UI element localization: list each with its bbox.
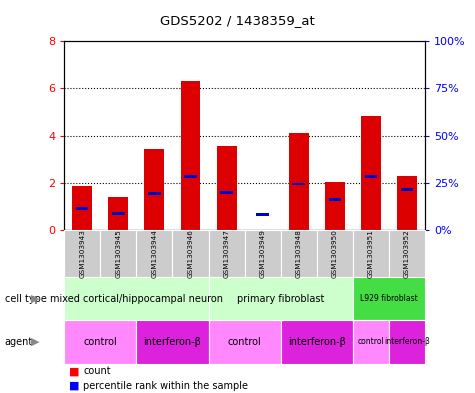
Text: control: control [358,338,384,346]
Text: control: control [83,337,117,347]
Text: GDS5202 / 1438359_at: GDS5202 / 1438359_at [160,14,315,27]
Text: GSM1303945: GSM1303945 [115,229,121,278]
Text: GSM1303946: GSM1303946 [188,229,193,278]
Text: GSM1303951: GSM1303951 [368,229,374,278]
Text: agent: agent [5,337,33,347]
Text: ▶: ▶ [31,294,40,304]
Bar [144,149,164,230]
Text: count: count [83,366,111,376]
Text: GSM1303944: GSM1303944 [152,229,157,278]
Text: GSM1303949: GSM1303949 [260,229,266,278]
Text: primary fibroblast: primary fibroblast [237,294,324,304]
Text: ▶: ▶ [31,337,40,347]
Bar [112,212,124,215]
Bar [365,175,377,178]
Text: ■: ■ [69,381,79,391]
Text: interferon-β: interferon-β [143,337,201,347]
Text: ■: ■ [69,366,79,376]
Text: mixed cortical/hippocampal neuron: mixed cortical/hippocampal neuron [50,294,223,304]
Text: L929 fibroblast: L929 fibroblast [360,294,418,303]
Bar [289,133,309,230]
Bar [76,207,88,210]
Bar [108,197,128,230]
Bar [401,188,413,191]
Text: interferon-β: interferon-β [288,337,346,347]
Bar [180,81,200,230]
Bar [217,146,237,230]
Text: cell type: cell type [5,294,47,304]
Bar [293,182,305,185]
Bar [72,186,92,230]
Text: GSM1303943: GSM1303943 [79,229,85,278]
Bar [361,116,381,230]
Bar [184,175,197,178]
Bar [256,213,269,216]
Bar [329,198,341,201]
Bar [397,176,417,230]
Text: GSM1303948: GSM1303948 [296,229,302,278]
Text: control: control [228,337,262,347]
Bar [148,192,161,195]
Text: GSM1303952: GSM1303952 [404,229,410,278]
Text: percentile rank within the sample: percentile rank within the sample [83,381,248,391]
Text: GSM1303947: GSM1303947 [224,229,229,278]
Bar [220,191,233,194]
Bar [325,182,345,230]
Text: GSM1303950: GSM1303950 [332,229,338,278]
Text: interferon-β: interferon-β [384,338,430,346]
